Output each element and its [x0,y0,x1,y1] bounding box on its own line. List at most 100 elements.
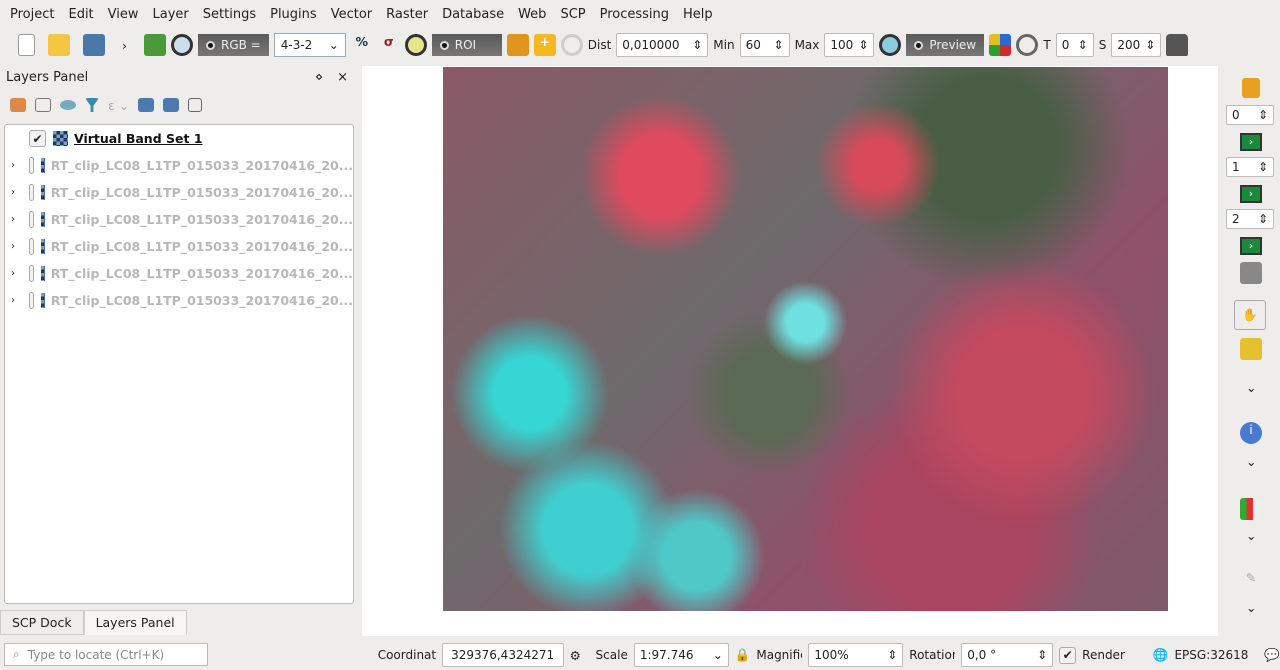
spectral-plot-icon[interactable] [1240,498,1262,520]
redo-preview-icon[interactable] [1016,34,1039,56]
zoom-full-icon[interactable] [1240,338,1262,360]
band-set-icon[interactable] [144,34,166,56]
magnifier-spinbox[interactable]: 100% ⇕ [808,643,904,667]
menu-edit[interactable]: Edit [68,6,94,22]
redo-roi-icon[interactable] [560,34,583,56]
expand-icon[interactable]: › [11,160,15,171]
more-chevron-icon[interactable]: › [122,37,127,53]
collapse-all-icon[interactable] [163,98,180,112]
remove-temp-files-icon[interactable] [1166,34,1189,56]
dist-spinbox[interactable]: 0,010000 ⇕ [616,33,709,57]
std-dev-stretch-icon[interactable]: σ [383,34,394,49]
expand-all-icon[interactable] [138,98,155,112]
messages-icon[interactable]: 💬 [1264,647,1280,662]
tab-scp-dock[interactable]: SCP Dock [0,610,84,635]
expand-icon[interactable]: › [11,241,15,252]
crs-globe-icon[interactable]: 🌐 [1152,647,1169,662]
expression-filter-icon[interactable]: ε ⌄ [108,97,130,113]
classification-preview-icon[interactable] [989,34,1012,56]
expand-icon[interactable]: › [11,187,15,198]
layer-checkbox[interactable] [29,157,35,174]
band-calc-icon[interactable] [1242,78,1260,98]
style-icon[interactable] [10,98,26,112]
menu-view[interactable]: View [107,6,139,22]
layer-item[interactable]: › RT_clip_LC08_L1TP_015033_20170416_20... [11,292,353,309]
layer-item[interactable]: › RT_clip_LC08_L1TP_015033_20170416_20... [11,157,353,174]
mouse-coords-toggle-icon[interactable]: ⚙ [569,647,581,663]
next-band-button[interactable]: › [1240,185,1262,203]
zoom-rgb-icon[interactable] [171,34,193,56]
next-band-button[interactable]: › [1240,133,1262,151]
s-spinbox[interactable]: 200 ⇕ [1111,33,1162,57]
filter-icon[interactable] [85,98,99,112]
band-spin-2[interactable]: 2 ⇕ [1226,209,1274,229]
map-canvas[interactable] [362,66,1218,636]
layer-item[interactable]: › RT_clip_LC08_L1TP_015033_20170416_20... [11,238,353,255]
crs-button[interactable]: EPSG:32618 [1174,648,1249,662]
identify-icon[interactable]: i [1240,422,1262,444]
band-combo-icon[interactable] [1240,262,1262,284]
expand-icon[interactable]: › [11,268,15,279]
rgb-combo[interactable]: 4-3-2 ⌄ [273,33,346,57]
pan-hand-icon[interactable]: ✋ [1234,300,1266,330]
menu-raster[interactable]: Raster [386,6,429,22]
save-project-icon[interactable] [83,34,105,56]
scale-combo[interactable]: 1:97.746 ⌄ [633,643,729,667]
open-project-icon[interactable] [48,34,70,56]
menu-help[interactable]: Help [683,6,713,22]
layer-checkbox[interactable] [29,265,35,282]
new-project-icon[interactable] [18,34,35,56]
layer-checkbox[interactable] [29,292,35,309]
tab-layers-panel[interactable]: Layers Panel [83,610,187,635]
max-spinbox[interactable]: 100 ⇕ [824,33,875,57]
chevron-down-icon[interactable]: ⌄ [1246,600,1257,615]
layer-checkbox[interactable] [29,184,35,201]
menu-vector[interactable]: Vector [330,6,373,22]
menu-layer[interactable]: Layer [152,6,189,22]
menu-plugins[interactable]: Plugins [270,6,317,22]
layer-item[interactable]: › RT_clip_LC08_L1TP_015033_20170416_20... [11,211,353,228]
menu-processing[interactable]: Processing [599,6,670,22]
layer-checkbox[interactable] [29,211,35,228]
menu-web[interactable]: Web [518,6,547,22]
layer-tree: ✔ Virtual Band Set 1 › RT_clip_LC08_L1TP_0… [4,124,354,604]
float-icon[interactable]: ⋄ [314,69,324,85]
t-spinbox[interactable]: 0 ⇕ [1055,33,1094,57]
chevron-down-icon[interactable]: ⌄ [1246,454,1257,469]
menu-settings[interactable]: Settings [202,6,257,22]
remove-layer-icon[interactable] [188,98,203,112]
band-spin-0[interactable]: 0 ⇕ [1226,105,1274,125]
edit-raster-icon[interactable]: ✎ [1245,570,1257,585]
rotation-spinbox[interactable]: 0,0 ° ⇕ [961,643,1054,667]
chevron-down-icon[interactable]: ⌄ [1246,380,1257,395]
roi-polygon-icon[interactable] [506,34,529,56]
local-cumulative-stretch-icon[interactable]: % [355,34,369,49]
expand-icon[interactable]: › [11,214,15,225]
menu-project[interactable]: Project [10,6,55,22]
zoom-preview-icon[interactable] [879,34,902,56]
next-band-button[interactable]: › [1240,237,1262,255]
menu-scp[interactable]: SCP [560,6,586,22]
chevron-down-icon[interactable]: ⌄ [1246,528,1257,543]
lock-scale-icon[interactable]: 🔒 [734,647,751,662]
locator-search-input[interactable]: ⌕ Type to locate (Ctrl+K) [4,643,208,666]
layer-item[interactable]: ✔ Virtual Band Set 1 [5,125,353,152]
roi-toggle[interactable]: ROI [431,34,502,56]
min-spinbox[interactable]: 60 ⇕ [739,33,790,57]
visibility-icon[interactable] [60,100,76,110]
layer-item[interactable]: › RT_clip_LC08_L1TP_015033_20170416_20... [11,184,353,201]
layer-checkbox[interactable]: ✔ [29,130,46,147]
close-icon[interactable]: × [337,69,348,85]
expand-icon[interactable]: › [11,295,15,306]
layer-checkbox[interactable] [29,238,35,255]
menu-database[interactable]: Database [442,6,505,22]
render-checkbox[interactable]: ✔ [1059,646,1077,664]
add-group-icon[interactable] [35,98,51,112]
coordinate-field[interactable]: 329376,4324271 [441,643,564,667]
band-spin-1[interactable]: 1 ⇕ [1226,157,1274,177]
roi-add-icon[interactable]: + [533,34,556,56]
preview-toggle[interactable]: Preview [906,34,985,56]
zoom-roi-icon[interactable] [404,34,427,56]
rgb-toggle[interactable]: RGB = [198,34,269,56]
layer-item[interactable]: › RT_clip_LC08_L1TP_015033_20170416_20... [11,265,353,282]
